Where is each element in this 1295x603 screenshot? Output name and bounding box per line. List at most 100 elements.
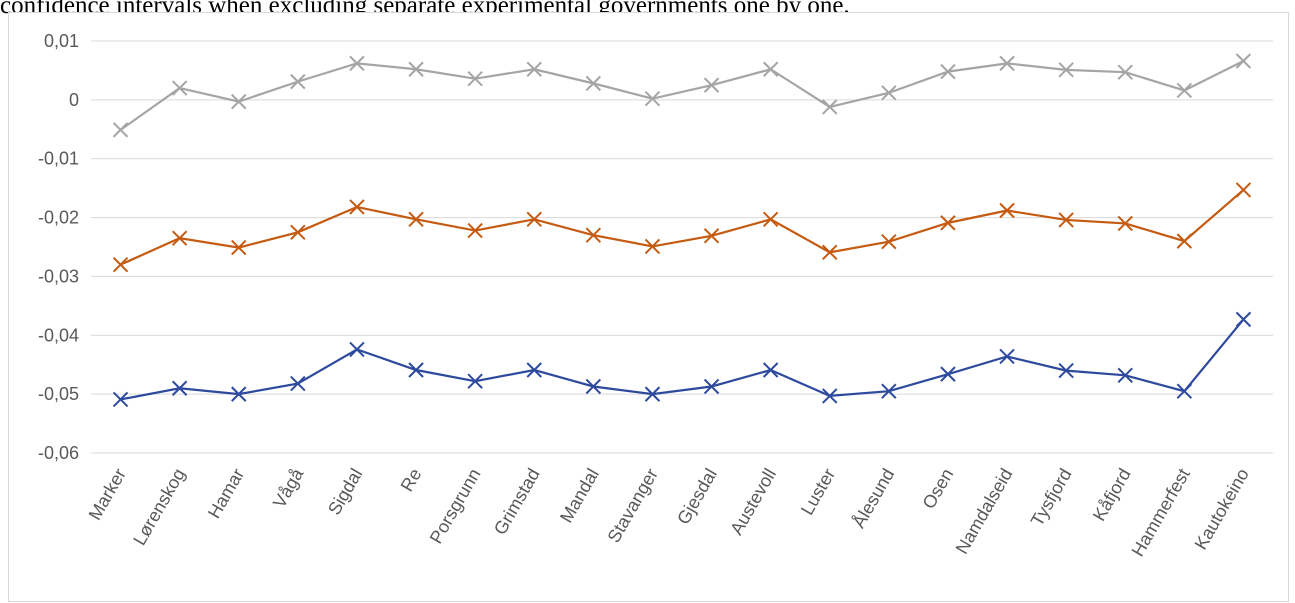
data-point-marker xyxy=(1176,383,1193,399)
data-point-marker xyxy=(822,244,838,261)
x-tick-label: Luster xyxy=(797,465,839,518)
x-tick-label: Sigdal xyxy=(324,465,366,518)
data-point-marker xyxy=(644,90,661,107)
data-point-marker xyxy=(1117,367,1133,384)
x-tick-label: Re xyxy=(397,465,426,495)
data-point-marker xyxy=(290,375,306,392)
x-tick-label: Austevoll xyxy=(726,465,780,538)
data-point-marker xyxy=(762,61,779,77)
data-point-marker xyxy=(644,238,661,255)
x-tick-label: Vågå xyxy=(269,464,308,511)
x-tick-label: Stavanger xyxy=(604,465,662,546)
y-axis-ticks: 0,01 0 -0,01 -0,02 -0,03 -0,04 -0,05 -0,06 xyxy=(38,31,79,463)
data-point-marker xyxy=(762,211,779,228)
x-tick-label: Hamar xyxy=(204,465,248,522)
x-tick-label: Kåfjord xyxy=(1089,465,1135,524)
y-tick-label: -0,02 xyxy=(38,208,79,228)
data-point-marker xyxy=(231,386,247,402)
y-tick-label: -0,05 xyxy=(38,384,79,404)
gridlines xyxy=(91,40,1273,454)
series-line xyxy=(120,318,1245,401)
data-point-marker xyxy=(822,388,838,404)
data-point-marker xyxy=(171,80,188,96)
x-tick-label: Hammerfest xyxy=(1127,465,1193,560)
series-3 xyxy=(112,311,1252,408)
data-point-marker xyxy=(1235,182,1252,198)
data-point-marker xyxy=(940,63,956,80)
data-point-marker xyxy=(290,73,306,90)
y-tick-label: -0,01 xyxy=(38,149,79,169)
data-point-marker xyxy=(1117,215,1133,232)
x-tick-label: Kautokeino xyxy=(1191,465,1253,553)
y-tick-label: -0,06 xyxy=(38,443,79,463)
data-point-marker xyxy=(881,383,897,399)
series-line xyxy=(120,189,1245,266)
x-tick-label: Grimstad xyxy=(490,465,544,538)
x-tick-label: Osen xyxy=(919,465,958,512)
data-point-marker xyxy=(171,230,188,246)
data-point-marker xyxy=(999,202,1015,219)
data-point-marker xyxy=(822,99,838,115)
data-point-marker xyxy=(703,378,720,395)
data-point-marker xyxy=(1176,82,1193,99)
data-point-marker xyxy=(112,391,129,408)
y-tick-label: 0,01 xyxy=(44,31,79,51)
data-point-marker xyxy=(1176,233,1193,249)
x-tick-label: Marker xyxy=(85,465,130,524)
data-point-marker xyxy=(703,228,720,244)
data-point-marker xyxy=(231,239,247,256)
x-tick-label: Mandal xyxy=(556,465,603,526)
data-point-marker xyxy=(526,362,542,378)
x-tick-label: Tysfjord xyxy=(1027,465,1076,530)
x-tick-label: Ålesund xyxy=(848,465,898,531)
data-point-marker xyxy=(881,85,897,101)
data-point-marker xyxy=(408,61,424,77)
data-point-marker xyxy=(467,373,483,389)
data-point-marker xyxy=(526,211,542,228)
data-point-marker xyxy=(585,227,602,243)
series-group xyxy=(112,53,1252,408)
x-tick-label: Porsgrunn xyxy=(426,465,485,547)
x-tick-label: Lørenskog xyxy=(129,465,189,549)
data-point-marker xyxy=(881,233,897,250)
data-point-marker xyxy=(999,348,1015,365)
data-point-marker xyxy=(408,211,424,228)
data-point-marker xyxy=(112,122,129,138)
data-point-marker xyxy=(1117,64,1133,80)
line-chart: 0,01 0 -0,01 -0,02 -0,03 -0,04 -0,05 -0,06 Mark… xyxy=(38,31,1273,560)
y-tick-label: -0,03 xyxy=(38,266,79,286)
data-point-marker xyxy=(1058,62,1074,78)
x-tick-label: Gjesdal xyxy=(673,465,721,528)
y-tick-label: 0 xyxy=(69,90,79,110)
data-point-marker xyxy=(940,215,956,231)
data-point-marker xyxy=(585,378,602,395)
data-point-marker xyxy=(408,362,424,378)
data-point-marker xyxy=(467,222,483,239)
x-tick-label: Namdalseid xyxy=(952,465,1017,557)
chart-area: 0,01 0 -0,01 -0,02 -0,03 -0,04 -0,05 -0,06 Mark… xyxy=(8,12,1289,602)
data-point-marker xyxy=(112,256,129,273)
data-point-marker xyxy=(1235,53,1252,69)
data-point-marker xyxy=(940,366,956,382)
data-point-marker xyxy=(231,93,247,110)
data-point-marker xyxy=(644,386,661,402)
series-line xyxy=(119,60,1244,131)
data-point-marker xyxy=(762,362,779,378)
data-point-marker xyxy=(1058,212,1074,228)
y-tick-label: -0,04 xyxy=(38,325,79,345)
series-1 xyxy=(112,53,1252,138)
data-point-marker xyxy=(999,55,1015,72)
series-2 xyxy=(112,182,1252,273)
data-point-marker xyxy=(349,341,365,358)
data-point-marker xyxy=(467,70,483,87)
data-point-marker xyxy=(1058,362,1074,379)
data-point-marker xyxy=(703,77,720,93)
x-axis-ticks: Marker Lørenskog Hamar Vågå Sigdal Re Porsgrun… xyxy=(85,464,1253,560)
data-point-marker xyxy=(349,199,365,215)
data-point-marker xyxy=(526,61,542,77)
data-point-marker xyxy=(1235,311,1252,328)
data-point-marker xyxy=(585,75,602,92)
data-point-marker xyxy=(290,224,306,240)
data-point-marker xyxy=(171,380,188,396)
data-point-marker xyxy=(349,55,365,72)
